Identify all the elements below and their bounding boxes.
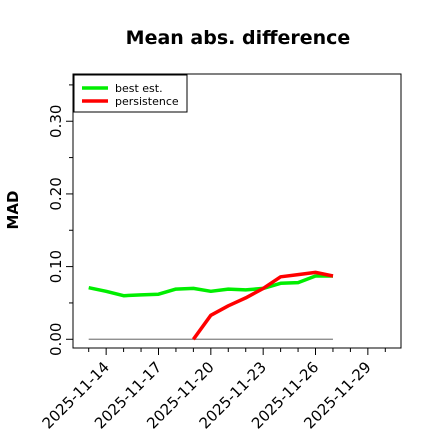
y-tick-label: 0.30 xyxy=(47,105,65,138)
legend-box xyxy=(73,74,188,113)
x-axis: 2025-11-142025-11-172025-11-202025-11-23… xyxy=(39,348,386,432)
legend: best est. persistence xyxy=(73,74,188,113)
y-tick-label: 0.00 xyxy=(47,323,65,356)
legend-label-best-est: best est. xyxy=(115,82,163,95)
y-tick-label: 0.20 xyxy=(47,177,65,210)
series-line-persistence xyxy=(191,270,334,341)
plot-frame xyxy=(72,73,402,349)
series-line-best-est xyxy=(88,274,333,298)
chart-title: Mean abs. difference xyxy=(126,27,351,49)
y-tick-label: 0.10 xyxy=(47,250,65,283)
series-layer xyxy=(88,270,334,341)
y-axis-label: MAD xyxy=(4,191,22,230)
y-axis: 0.00 0.10 0.20 0.30 xyxy=(47,84,73,356)
legend-label-persistence: persistence xyxy=(115,95,179,108)
